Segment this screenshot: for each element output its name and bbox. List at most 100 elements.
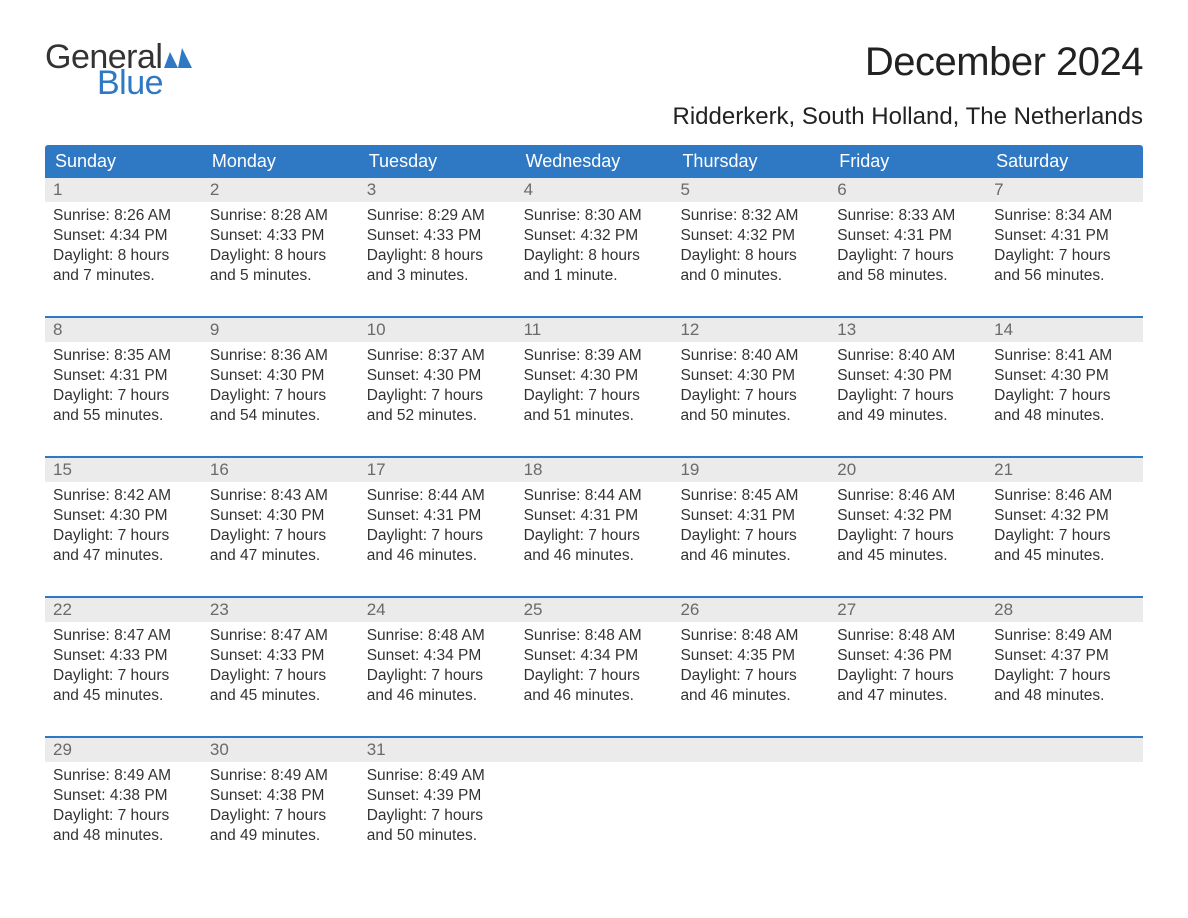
day-sunrise: Sunrise: 8:46 AM [837, 486, 978, 506]
day-body: Sunrise: 8:44 AMSunset: 4:31 PMDaylight:… [359, 482, 516, 573]
day-sunrise: Sunrise: 8:40 AM [680, 346, 821, 366]
day-sunrise: Sunrise: 8:45 AM [680, 486, 821, 506]
day-number: 16 [210, 460, 229, 479]
day-d1: Daylight: 7 hours [837, 246, 978, 266]
day-number-row: 13 [829, 318, 986, 342]
weekday-monday: Monday [202, 145, 359, 178]
day-number-row: 31 [359, 738, 516, 762]
day-d2: and 46 minutes. [680, 686, 821, 706]
day-sunrise: Sunrise: 8:48 AM [680, 626, 821, 646]
day-d2: and 45 minutes. [837, 546, 978, 566]
day-sunset: Sunset: 4:31 PM [524, 506, 665, 526]
day-number-row: 17 [359, 458, 516, 482]
day-number: 20 [837, 460, 856, 479]
day-number: 13 [837, 320, 856, 339]
day-cell: 7Sunrise: 8:34 AMSunset: 4:31 PMDaylight… [986, 178, 1143, 296]
day-sunset: Sunset: 4:34 PM [53, 226, 194, 246]
day-sunset: Sunset: 4:33 PM [53, 646, 194, 666]
weekday-thursday: Thursday [672, 145, 829, 178]
day-cell: 13 Sunrise: 8:40 AMSunset: 4:30 PMDayligh… [829, 318, 986, 436]
day-number-row: 28 [986, 598, 1143, 622]
day-cell: 19Sunrise: 8:45 AMSunset: 4:31 PMDayligh… [672, 458, 829, 576]
day-d1: Daylight: 7 hours [994, 246, 1135, 266]
logo-text-blue: Blue [97, 66, 192, 100]
day-number: 1 [53, 180, 62, 199]
day-cell: 30Sunrise: 8:49 AMSunset: 4:38 PMDayligh… [202, 738, 359, 856]
day-body: Sunrise: 8:30 AMSunset: 4:32 PMDaylight:… [516, 202, 673, 293]
day-number-row: 3 [359, 178, 516, 202]
day-body [672, 762, 829, 822]
day-number: 14 [994, 320, 1013, 339]
day-d1: Daylight: 8 hours [210, 246, 351, 266]
day-d2: and 54 minutes. [210, 406, 351, 426]
day-body: Sunrise: 8:46 AMSunset: 4:32 PMDaylight:… [986, 482, 1143, 573]
weekday-header-row: Sunday Monday Tuesday Wednesday Thursday… [45, 145, 1143, 178]
day-d2: and 48 minutes. [994, 406, 1135, 426]
day-cell: 6Sunrise: 8:33 AMSunset: 4:31 PMDaylight… [829, 178, 986, 296]
day-number-row [986, 738, 1143, 762]
month-title: December 2024 [673, 40, 1143, 85]
day-d1: Daylight: 7 hours [367, 526, 508, 546]
day-body: Sunrise: 8:48 AMSunset: 4:35 PMDaylight:… [672, 622, 829, 713]
day-cell: 1Sunrise: 8:26 AMSunset: 4:34 PMDaylight… [45, 178, 202, 296]
day-cell: 26Sunrise: 8:48 AMSunset: 4:35 PMDayligh… [672, 598, 829, 716]
day-number: 17 [367, 460, 386, 479]
day-d1: Daylight: 7 hours [53, 526, 194, 546]
day-cell: 27Sunrise: 8:48 AMSunset: 4:36 PMDayligh… [829, 598, 986, 716]
title-block: December 2024 Ridderkerk, South Holland,… [673, 40, 1143, 131]
day-body: Sunrise: 8:44 AMSunset: 4:31 PMDaylight:… [516, 482, 673, 573]
day-number-row: 22 [45, 598, 202, 622]
day-sunset: Sunset: 4:32 PM [837, 506, 978, 526]
day-sunset: Sunset: 4:30 PM [367, 366, 508, 386]
day-number: 25 [524, 600, 543, 619]
day-body: Sunrise: 8:45 AMSunset: 4:31 PMDaylight:… [672, 482, 829, 573]
day-number-row: 1 [45, 178, 202, 202]
day-d2: and 45 minutes. [994, 546, 1135, 566]
day-cell: 21 Sunrise: 8:46 AMSunset: 4:32 PMDayligh… [986, 458, 1143, 576]
day-body: Sunrise: 8:47 AMSunset: 4:33 PMDaylight:… [202, 622, 359, 713]
day-number: 24 [367, 600, 386, 619]
day-number-row: 12 [672, 318, 829, 342]
day-d2: and 46 minutes. [367, 546, 508, 566]
day-sunset: Sunset: 4:33 PM [210, 646, 351, 666]
location: Ridderkerk, South Holland, The Netherlan… [673, 103, 1143, 131]
day-cell: 28Sunrise: 8:49 AMSunset: 4:37 PMDayligh… [986, 598, 1143, 716]
day-sunrise: Sunrise: 8:43 AM [210, 486, 351, 506]
day-body [516, 762, 673, 822]
day-cell: 17 Sunrise: 8:44 AMSunset: 4:31 PMDayligh… [359, 458, 516, 576]
day-sunrise: Sunrise: 8:47 AM [210, 626, 351, 646]
day-body: Sunrise: 8:40 AMSunset: 4:30 PMDaylight:… [829, 342, 986, 433]
day-d1: Daylight: 7 hours [53, 386, 194, 406]
flag-icon [164, 48, 192, 68]
day-number-row: 7 [986, 178, 1143, 202]
day-sunset: Sunset: 4:32 PM [524, 226, 665, 246]
day-sunrise: Sunrise: 8:42 AM [53, 486, 194, 506]
day-body: Sunrise: 8:36 AMSunset: 4:30 PMDaylight:… [202, 342, 359, 433]
day-d2: and 47 minutes. [837, 686, 978, 706]
day-cell: 5Sunrise: 8:32 AMSunset: 4:32 PMDaylight… [672, 178, 829, 296]
day-body: Sunrise: 8:49 AMSunset: 4:38 PMDaylight:… [202, 762, 359, 853]
day-sunset: Sunset: 4:36 PM [837, 646, 978, 666]
day-number-row: 27 [829, 598, 986, 622]
day-sunset: Sunset: 4:32 PM [680, 226, 821, 246]
day-number: 21 [994, 460, 1013, 479]
day-sunset: Sunset: 4:35 PM [680, 646, 821, 666]
day-d1: Daylight: 7 hours [837, 526, 978, 546]
day-number-row: 24 [359, 598, 516, 622]
day-d2: and 49 minutes. [837, 406, 978, 426]
day-number: 10 [367, 320, 386, 339]
day-d2: and 55 minutes. [53, 406, 194, 426]
day-number: 3 [367, 180, 376, 199]
day-sunrise: Sunrise: 8:48 AM [837, 626, 978, 646]
day-sunrise: Sunrise: 8:49 AM [53, 766, 194, 786]
day-cell: 9Sunrise: 8:36 AMSunset: 4:30 PMDaylight… [202, 318, 359, 436]
day-body: Sunrise: 8:42 AMSunset: 4:30 PMDaylight:… [45, 482, 202, 573]
day-sunset: Sunset: 4:30 PM [210, 366, 351, 386]
weekday-sunday: Sunday [45, 145, 202, 178]
day-body: Sunrise: 8:39 AMSunset: 4:30 PMDaylight:… [516, 342, 673, 433]
day-sunrise: Sunrise: 8:46 AM [994, 486, 1135, 506]
day-cell: 29Sunrise: 8:49 AMSunset: 4:38 PMDayligh… [45, 738, 202, 856]
day-cell: 4Sunrise: 8:30 AMSunset: 4:32 PMDaylight… [516, 178, 673, 296]
day-sunset: Sunset: 4:39 PM [367, 786, 508, 806]
day-number-row: 21 [986, 458, 1143, 482]
